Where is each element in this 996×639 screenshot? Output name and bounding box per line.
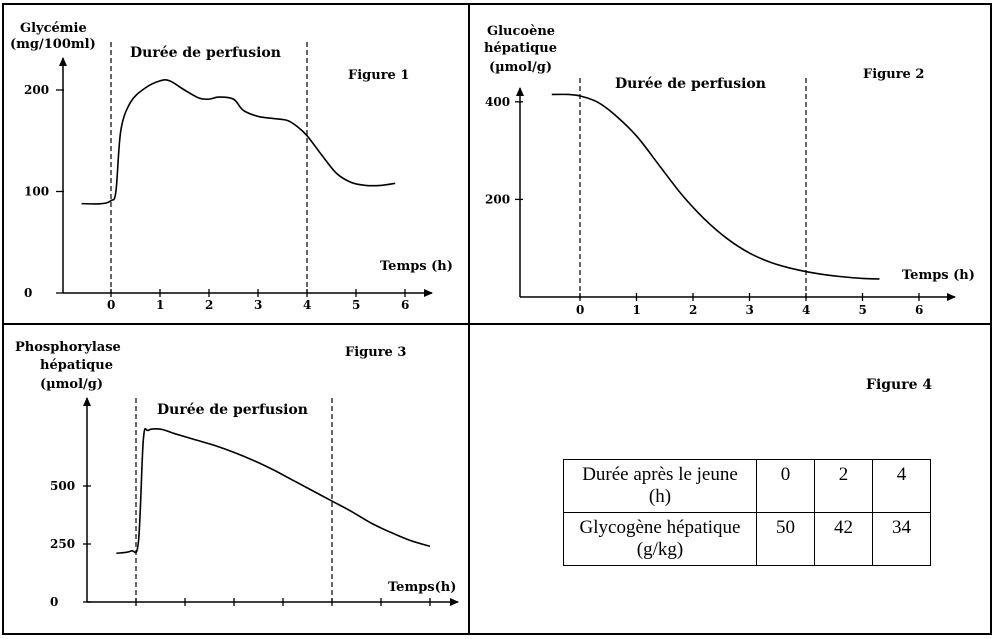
figure1-ylabel-line2: (mg/100ml) <box>10 37 96 52</box>
glycogen-cell: 50 <box>756 512 815 566</box>
figure2-xlabel: Temps (h) <box>902 268 975 283</box>
figure2-ylabel-line2: hépatique <box>484 41 557 56</box>
figure3-ylabel-line2: hépatique <box>40 358 113 373</box>
table-row: Durée après le jeune (h) 0 2 4 <box>563 459 931 513</box>
figure3-y-tick-label: 500 <box>50 479 75 493</box>
horizontal-divider <box>2 323 992 325</box>
figure1-x-tick-label: 1 <box>156 298 164 312</box>
row-header-duration: Durée après le jeune (h) <box>563 459 757 513</box>
duration-cell: 4 <box>872 459 931 513</box>
figure2-x-tick-label: 5 <box>859 303 867 317</box>
figure2-x-tick-label: 1 <box>633 303 641 317</box>
figure2-x-tick-label: 3 <box>746 303 754 317</box>
figure2-y-tick-label: 200 <box>485 192 510 206</box>
table-row: Glycogène hépatique (g/kg) 50 42 34 <box>563 512 931 566</box>
figure1-x-tick-label: 0 <box>107 298 115 312</box>
figure1-x-tick-label: 4 <box>303 298 311 312</box>
figure2-y-tick-label: 400 <box>485 95 510 109</box>
figure1-chart: Glycémie (mg/100ml) Durée de perfusion F… <box>10 21 453 312</box>
figure1-xlabel: Temps (h) <box>380 259 453 274</box>
figure1-glycemia-curve <box>81 79 396 205</box>
figure4-title: Figure 4 <box>866 377 933 393</box>
figure1-x-tick-label: 3 <box>254 298 262 312</box>
figure3-y-tick-label: 250 <box>50 537 75 551</box>
figure1-title: Figure 1 <box>348 68 409 83</box>
figure1-y-tick-label: 0 <box>24 286 32 300</box>
figure1-y-tick-label: 100 <box>24 185 49 199</box>
figure2-chart: Glucoène hépatique (µmol/g) Durée de per… <box>484 24 975 317</box>
figure2-x-tick-label: 4 <box>802 303 810 317</box>
glycogen-cell: 42 <box>814 512 873 566</box>
figure1-ylabel-line1: Glycémie <box>20 21 87 36</box>
figure3-xlabel: Temps(h) <box>388 580 456 595</box>
outer-frame <box>2 3 992 635</box>
figure2-ylabel-line3: (µmol/g) <box>489 60 552 75</box>
figure2-ylabel-line1: Glucoène <box>487 24 555 39</box>
figure3-y-tick-label: 0 <box>50 595 58 609</box>
figure2-glucagon-curve <box>551 93 880 280</box>
figure1-y-tick-label: 200 <box>24 83 49 97</box>
vertical-divider <box>468 3 470 635</box>
figure3-ylabel-line1: Phosphorylase <box>15 340 121 355</box>
row-header-glycogen: Glycogène hépatique (g/kg) <box>563 512 757 566</box>
figure2-x-tick-label: 0 <box>576 303 584 317</box>
duration-cell: 0 <box>756 459 815 513</box>
figure1-x-tick-label: 2 <box>205 298 213 312</box>
figure3-perfusion-label: Durée de perfusion <box>157 402 308 418</box>
figure1-x-tick-label: 6 <box>401 298 409 312</box>
figure2-title: Figure 2 <box>863 67 924 82</box>
figure2-perfusion-label: Durée de perfusion <box>615 76 766 92</box>
figure2-x-tick-label: 6 <box>915 303 923 317</box>
duration-cell: 2 <box>814 459 873 513</box>
glycogen-table: Durée après le jeune (h) 0 2 4 Glycogène… <box>563 459 931 566</box>
figure3-chart: Phosphorylase hépatique (µmol/g) Durée d… <box>15 340 459 609</box>
figure2-x-tick-label: 2 <box>689 303 697 317</box>
glycogen-cell: 34 <box>872 512 931 566</box>
figure3-phosphorylase-curve <box>116 427 431 555</box>
figure3-ylabel-line3: (µmol/g) <box>40 377 103 392</box>
figure1-x-tick-label: 5 <box>352 298 360 312</box>
figure3-title: Figure 3 <box>345 345 406 360</box>
figure1-perfusion-label: Durée de perfusion <box>130 45 281 61</box>
